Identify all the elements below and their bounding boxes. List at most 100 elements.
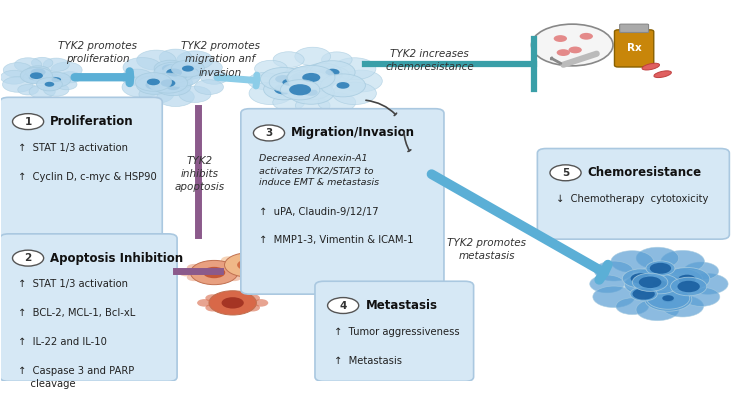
- Circle shape: [631, 273, 652, 284]
- Circle shape: [136, 76, 172, 94]
- Circle shape: [320, 74, 365, 97]
- Circle shape: [636, 299, 679, 321]
- Circle shape: [136, 50, 176, 70]
- Circle shape: [44, 83, 69, 96]
- Circle shape: [302, 77, 319, 86]
- Circle shape: [304, 76, 322, 86]
- Circle shape: [287, 65, 335, 90]
- Circle shape: [14, 58, 42, 72]
- Circle shape: [194, 80, 224, 94]
- Circle shape: [322, 52, 352, 68]
- Circle shape: [187, 264, 202, 272]
- Circle shape: [139, 85, 174, 103]
- Circle shape: [164, 64, 196, 81]
- Circle shape: [303, 69, 339, 87]
- Circle shape: [275, 75, 291, 83]
- Circle shape: [1, 70, 28, 84]
- Circle shape: [261, 256, 275, 264]
- Circle shape: [288, 81, 334, 104]
- Text: Decreased Annexin-A1
activates TYK2/STAT3 to
induce EMT & metastasis: Decreased Annexin-A1 activates TYK2/STAT…: [260, 154, 380, 187]
- Circle shape: [13, 114, 44, 130]
- Circle shape: [176, 66, 203, 79]
- Circle shape: [224, 253, 272, 277]
- Circle shape: [13, 250, 44, 266]
- Circle shape: [42, 72, 70, 87]
- Circle shape: [206, 294, 220, 302]
- Circle shape: [269, 261, 284, 269]
- Circle shape: [146, 81, 164, 90]
- Circle shape: [662, 295, 674, 301]
- Circle shape: [269, 72, 309, 92]
- Circle shape: [260, 68, 305, 90]
- Text: Proliferation: Proliferation: [50, 115, 134, 128]
- Circle shape: [221, 297, 244, 309]
- Text: TYK2 promotes
proliferation: TYK2 promotes proliferation: [58, 41, 137, 64]
- Circle shape: [248, 73, 281, 90]
- Text: Migration/Invasion: Migration/Invasion: [291, 127, 416, 140]
- Circle shape: [43, 74, 62, 84]
- Circle shape: [632, 273, 668, 291]
- Circle shape: [226, 274, 242, 281]
- Circle shape: [307, 73, 320, 79]
- Circle shape: [23, 72, 45, 83]
- Circle shape: [661, 250, 704, 273]
- Circle shape: [316, 66, 350, 83]
- Circle shape: [286, 71, 316, 86]
- Circle shape: [650, 263, 671, 274]
- Circle shape: [26, 66, 51, 79]
- Circle shape: [317, 69, 330, 76]
- Circle shape: [177, 51, 213, 70]
- Circle shape: [295, 47, 331, 66]
- Circle shape: [154, 60, 186, 77]
- Circle shape: [171, 60, 205, 77]
- Circle shape: [154, 62, 194, 83]
- Circle shape: [332, 82, 376, 105]
- Circle shape: [37, 78, 62, 91]
- FancyBboxPatch shape: [0, 97, 162, 241]
- Ellipse shape: [642, 63, 659, 70]
- Circle shape: [532, 24, 613, 66]
- Circle shape: [165, 66, 184, 76]
- Circle shape: [44, 58, 69, 72]
- Text: ↑  IL-22 and IL-10: ↑ IL-22 and IL-10: [19, 337, 107, 347]
- Circle shape: [241, 254, 256, 262]
- Circle shape: [167, 76, 193, 89]
- Circle shape: [652, 280, 667, 288]
- Circle shape: [196, 61, 222, 74]
- Circle shape: [160, 79, 176, 87]
- FancyBboxPatch shape: [0, 234, 177, 381]
- Circle shape: [638, 267, 670, 283]
- Circle shape: [122, 77, 163, 97]
- Ellipse shape: [654, 71, 671, 77]
- Circle shape: [305, 63, 342, 82]
- Circle shape: [226, 264, 242, 272]
- Circle shape: [235, 269, 250, 276]
- Circle shape: [297, 76, 309, 82]
- Text: Chemoresistance: Chemoresistance: [588, 166, 702, 179]
- Circle shape: [263, 79, 305, 100]
- Circle shape: [636, 247, 679, 269]
- Circle shape: [206, 304, 220, 312]
- Text: 5: 5: [562, 168, 569, 178]
- Circle shape: [630, 287, 657, 301]
- Circle shape: [245, 294, 260, 302]
- Circle shape: [650, 274, 682, 291]
- Circle shape: [187, 274, 202, 281]
- Circle shape: [283, 79, 296, 86]
- Circle shape: [290, 84, 311, 95]
- Circle shape: [237, 259, 260, 271]
- Text: ↑  Tumor aggressiveness: ↑ Tumor aggressiveness: [334, 327, 459, 337]
- Circle shape: [289, 71, 332, 93]
- Text: Apoptosis Inhibition: Apoptosis Inhibition: [50, 252, 184, 264]
- Text: ↑  Metastasis: ↑ Metastasis: [334, 356, 401, 365]
- Circle shape: [166, 68, 182, 77]
- Circle shape: [640, 275, 671, 291]
- Circle shape: [155, 77, 190, 95]
- FancyBboxPatch shape: [241, 109, 444, 294]
- Circle shape: [640, 274, 679, 294]
- Circle shape: [678, 275, 696, 284]
- Text: ↑  MMP1-3, Vimentin & ICAM-1: ↑ MMP1-3, Vimentin & ICAM-1: [260, 235, 414, 245]
- Circle shape: [56, 79, 77, 90]
- Circle shape: [318, 93, 356, 112]
- Circle shape: [207, 275, 221, 283]
